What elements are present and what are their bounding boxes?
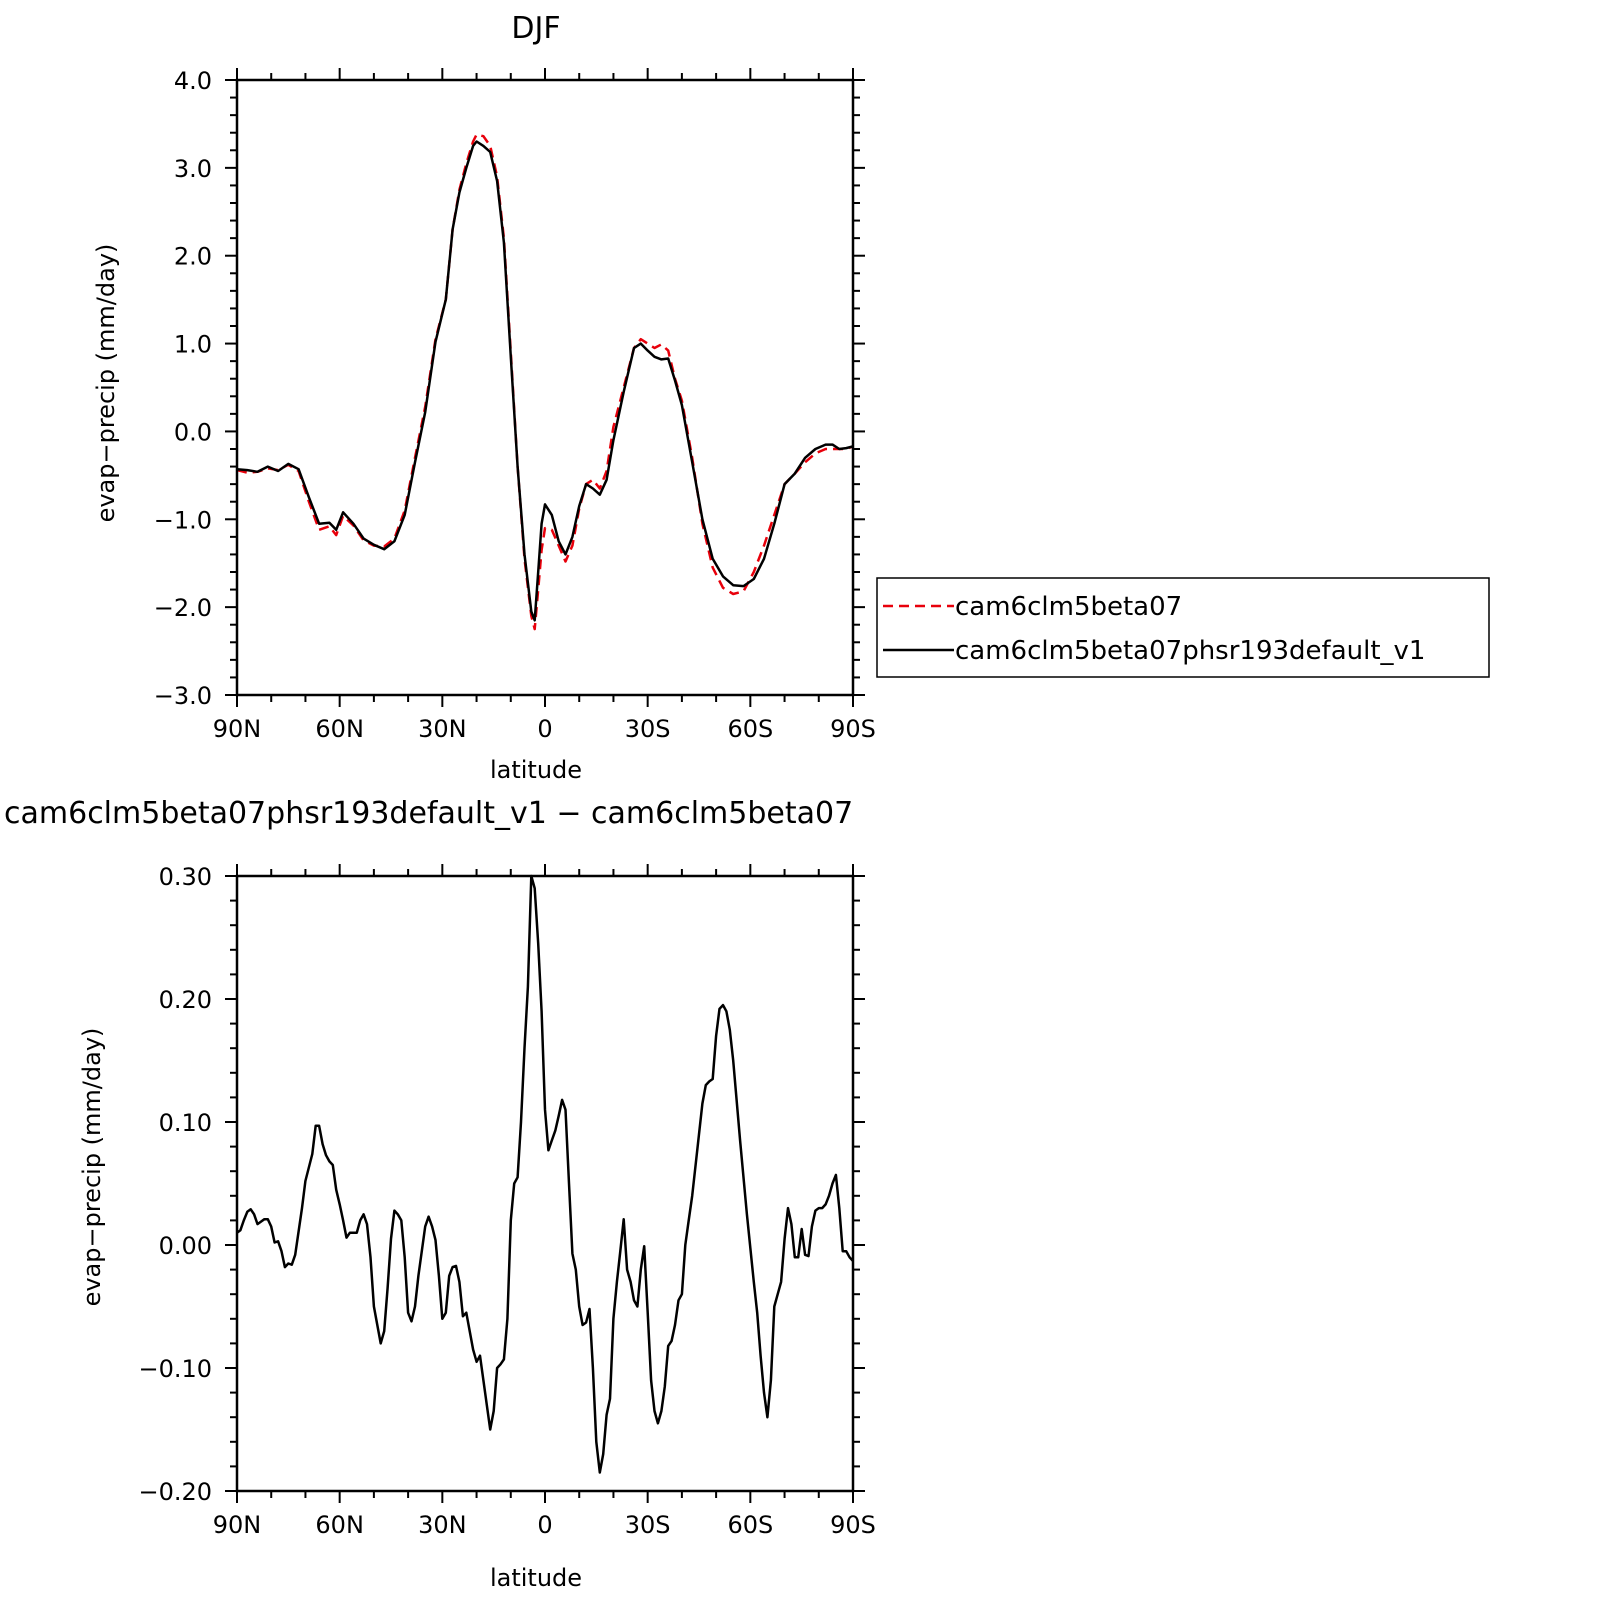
top-y-tick-label: 4.0 [174,67,212,95]
top-panel: DJF 90N 60N 30N 0 30S 60S 90S 4.0 3.0 2.0 1.0 0.0 −1… [92,11,876,784]
bottom-series-line-0 [236,874,854,1474]
top-plot-frame [235,78,855,697]
top-x-tick-label: 90N [213,715,262,743]
top-plot-title: DJF [511,11,560,46]
bottom-y-tick-label: −0.20 [138,1478,212,1506]
bottom-x-tick-label: 60N [315,1511,364,1539]
bottom-y-tick-label: 0.20 [159,986,212,1014]
top-y-tick-label: 2.0 [174,243,212,271]
bottom-series-group [236,874,854,1474]
bottom-x-tick-label: 30S [625,1511,671,1539]
top-series-line-0 [236,133,854,631]
bottom-y-axis-title: evap−precip (mm/day) [78,1028,106,1307]
top-x-tick-label: 30S [625,715,671,743]
bottom-x-axis-title: latitude [490,1564,582,1592]
bottom-plot-title: cam6clm5beta07phsr193default_v1 − cam6cl… [4,796,853,831]
bottom-axes-group: 90N 60N 30N 0 30S 60S 90S 0.30 0.20 0.10 0.00 −0.10… [138,863,875,1539]
top-y-tick-label: 1.0 [174,331,212,359]
bottom-y-tick-label: 0.10 [159,1109,212,1137]
top-series-group [236,133,854,631]
bottom-x-tick-label: 60S [727,1511,773,1539]
bottom-x-tick-label: 30N [418,1511,467,1539]
top-x-tick-label: 60S [727,715,773,743]
legend: cam6clm5beta07 cam6clm5beta07phsr193defa… [876,577,1490,678]
top-y-tick-label: −1.0 [154,506,212,534]
top-x-tick-label: 90S [830,715,876,743]
top-y-tick-label: 3.0 [174,155,212,183]
bottom-y-tick-label: −0.10 [138,1355,212,1383]
legend-box [876,577,1490,678]
top-x-tick-label: 60N [315,715,364,743]
legend-label-test: cam6clm5beta07phsr193default_v1 [955,636,1425,666]
top-y-tick-label: 0.0 [174,418,212,446]
top-axes-group: 90N 60N 30N 0 30S 60S 90S 4.0 3.0 2.0 1.0 0.0 −1.0 −2… [154,67,876,743]
top-x-axis-title: latitude [490,756,582,784]
bottom-plot-frame [235,874,855,1493]
top-y-tick-label: −3.0 [154,682,212,710]
top-y-tick-label: −2.0 [154,594,212,622]
bottom-y-tick-label: 0.00 [159,1232,212,1260]
bottom-x-tick-label: 90S [830,1511,876,1539]
top-y-axis-title: evap−precip (mm/day) [92,244,120,523]
bottom-y-tick-label: 0.30 [159,863,212,891]
bottom-x-tick-label: 0 [537,1511,552,1539]
top-series-line-1 [236,140,854,622]
top-x-tick-label: 0 [537,715,552,743]
bottom-panel: cam6clm5beta07phsr193default_v1 − cam6cl… [4,796,876,1592]
legend-label-control: cam6clm5beta07 [955,592,1182,622]
bottom-x-tick-label: 90N [213,1511,262,1539]
top-x-tick-label: 30N [418,715,467,743]
